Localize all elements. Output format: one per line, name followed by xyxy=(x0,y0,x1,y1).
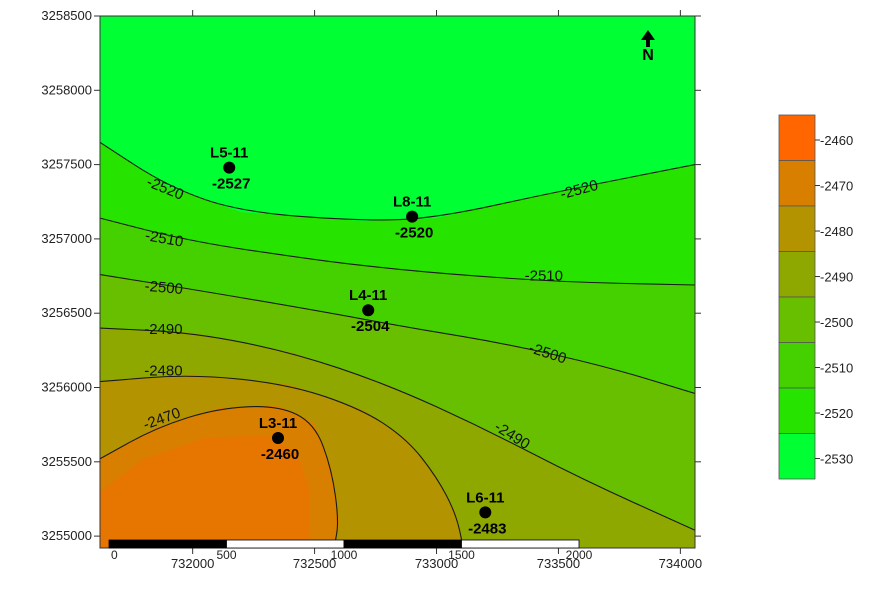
well-name-label: L6-11 xyxy=(466,489,504,506)
well-value-label: -2527 xyxy=(212,176,250,193)
legend-swatch xyxy=(778,387,816,434)
y-tick-label: 3256000 xyxy=(41,380,92,395)
well-value-label: -2520 xyxy=(395,225,433,242)
legend-label: -2530 xyxy=(820,452,853,467)
legend-swatch xyxy=(778,433,816,480)
contour-line-2470 xyxy=(100,406,339,548)
contour-label: -2510 xyxy=(144,227,185,250)
scale-bar-segment xyxy=(461,539,580,549)
y-tick-label: 3255000 xyxy=(41,528,92,543)
legend-label: -2460 xyxy=(820,133,853,148)
well-name-label: L4-11 xyxy=(349,287,387,304)
wells-layer: L5-11 -2527 L8-11 -2520 L4-11 -2504 L3-11 -2460… xyxy=(210,145,506,538)
color-legend: -2460 -2470 -2480 -2490 -2500 -2510 -2520 -2530 xyxy=(778,114,853,480)
well-point xyxy=(406,210,419,223)
well-point xyxy=(272,432,285,445)
legend-swatch xyxy=(778,114,816,161)
scale-bar-label: 2000 xyxy=(566,548,593,562)
contour-line-2510 xyxy=(100,217,695,286)
well-point xyxy=(362,304,375,317)
legend-label: -2500 xyxy=(820,315,853,330)
contour-label: -2510 xyxy=(525,268,563,285)
well-value-label: -2460 xyxy=(261,446,299,463)
legend-label: -2470 xyxy=(820,179,853,194)
y-tick-label: 3257000 xyxy=(41,231,92,246)
north-arrow-icon: N xyxy=(641,30,655,64)
well-name-label: L3-11 xyxy=(259,415,297,432)
well-name-label: L8-11 xyxy=(393,194,431,211)
legend-swatch xyxy=(778,205,816,252)
well-value-label: -2504 xyxy=(351,318,390,335)
contour-label: -2500 xyxy=(144,278,184,298)
well-point xyxy=(223,161,236,174)
scale-bar-label: 1500 xyxy=(448,548,475,562)
x-tick-label: 732000 xyxy=(171,556,214,571)
scale-bar-label: 1000 xyxy=(331,548,358,562)
contour-line-2490 xyxy=(100,327,695,531)
x-tick-label: 733500 xyxy=(537,556,580,571)
legend-swatch xyxy=(778,342,816,389)
y-tick-label: 3257500 xyxy=(41,157,92,172)
north-arrow-head xyxy=(641,30,655,47)
legend-label: -2490 xyxy=(820,270,853,285)
legend-label: -2480 xyxy=(820,224,853,239)
axes-layer: 732000 732500 733000 733500 734000 3255000 325… xyxy=(41,8,702,571)
band-2460 xyxy=(100,435,310,548)
contour-label: -2480 xyxy=(144,363,182,380)
north-label: N xyxy=(642,47,654,64)
x-tick-label: 732500 xyxy=(293,556,336,571)
well-value-label: -2483 xyxy=(468,520,506,537)
y-tick-label: 3255500 xyxy=(41,454,92,469)
legend-swatch xyxy=(778,296,816,343)
well-point xyxy=(479,506,492,519)
plot-area xyxy=(100,16,695,548)
contour-line-2480 xyxy=(100,375,464,548)
scale-bar-label: 0 xyxy=(111,548,118,562)
legend-label: -2520 xyxy=(820,406,853,421)
scale-bar: 0 500 1000 1500 2000 xyxy=(108,539,593,562)
contour-line-2500 xyxy=(100,274,695,395)
legend-swatch xyxy=(778,160,816,207)
legend-swatch xyxy=(778,251,816,298)
contour-line-2520 xyxy=(100,141,695,221)
y-tick-label: 3256500 xyxy=(41,305,92,320)
y-tick-label: 3258000 xyxy=(41,82,92,97)
scale-bar-segment xyxy=(108,539,227,549)
legend-label: -2510 xyxy=(820,361,853,376)
scale-bar-segment xyxy=(226,539,345,549)
y-tick-label: 3258500 xyxy=(41,8,92,23)
well-name-label: L5-11 xyxy=(210,145,248,162)
x-tick-label: 733000 xyxy=(415,556,458,571)
x-tick-label: 734000 xyxy=(659,556,702,571)
scale-bar-segment xyxy=(343,539,462,549)
scale-bar-label: 500 xyxy=(216,548,236,562)
contour-label: -2490 xyxy=(144,321,182,338)
